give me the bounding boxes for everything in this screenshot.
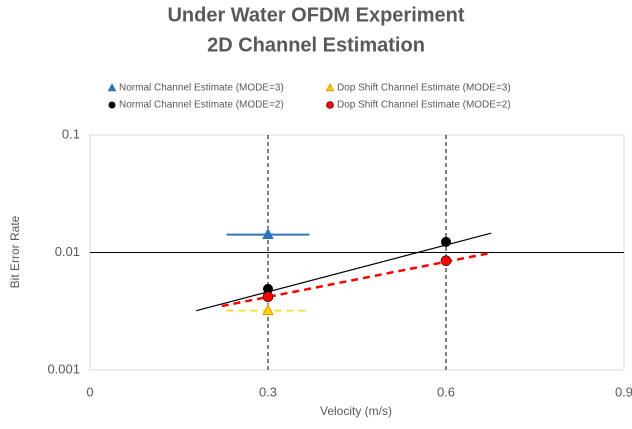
marker	[262, 304, 274, 315]
marker	[441, 236, 451, 247]
x-axis-label: Velocity (m/s)	[320, 404, 392, 418]
y-axis-label: Bit Error Rate	[8, 215, 22, 288]
legend-label: Dop Shift Channel Estimate (MODE=2)	[337, 100, 511, 111]
legend-marker	[108, 101, 116, 109]
legend-item: Normal Channel Estimate (MODE=3)	[107, 83, 284, 94]
marker	[440, 255, 452, 267]
legend-marker	[107, 83, 117, 92]
y-tick-label: 0.001	[47, 361, 80, 376]
trendline	[196, 232, 492, 312]
y-tick-label: 0.1	[62, 126, 80, 141]
x-tick-label: 0.9	[615, 384, 632, 399]
legend-marker	[326, 101, 334, 109]
legend-marker	[325, 83, 335, 92]
legend-label: Normal Channel Estimate (MODE=3)	[119, 83, 284, 94]
legend-item: Normal Channel Estimate (MODE=2)	[108, 100, 284, 111]
x-tick-label: 0.3	[259, 384, 277, 399]
marker	[263, 283, 273, 294]
chart-title: 2D Channel Estimation	[207, 34, 425, 56]
marker	[262, 228, 274, 239]
legend-label: Dop Shift Channel Estimate (MODE=3)	[337, 83, 511, 94]
legend-item: Dop Shift Channel Estimate (MODE=2)	[326, 100, 511, 111]
legend-label: Normal Channel Estimate (MODE=2)	[119, 100, 284, 111]
x-tick-label: 0	[86, 384, 93, 399]
chart-title: Under Water OFDM Experiment	[167, 4, 464, 26]
x-tick-label: 0.6	[437, 384, 455, 399]
legend-item: Dop Shift Channel Estimate (MODE=3)	[325, 83, 511, 94]
marker	[262, 291, 274, 303]
y-tick-label: 0.01	[55, 244, 80, 259]
trendline	[221, 251, 494, 308]
